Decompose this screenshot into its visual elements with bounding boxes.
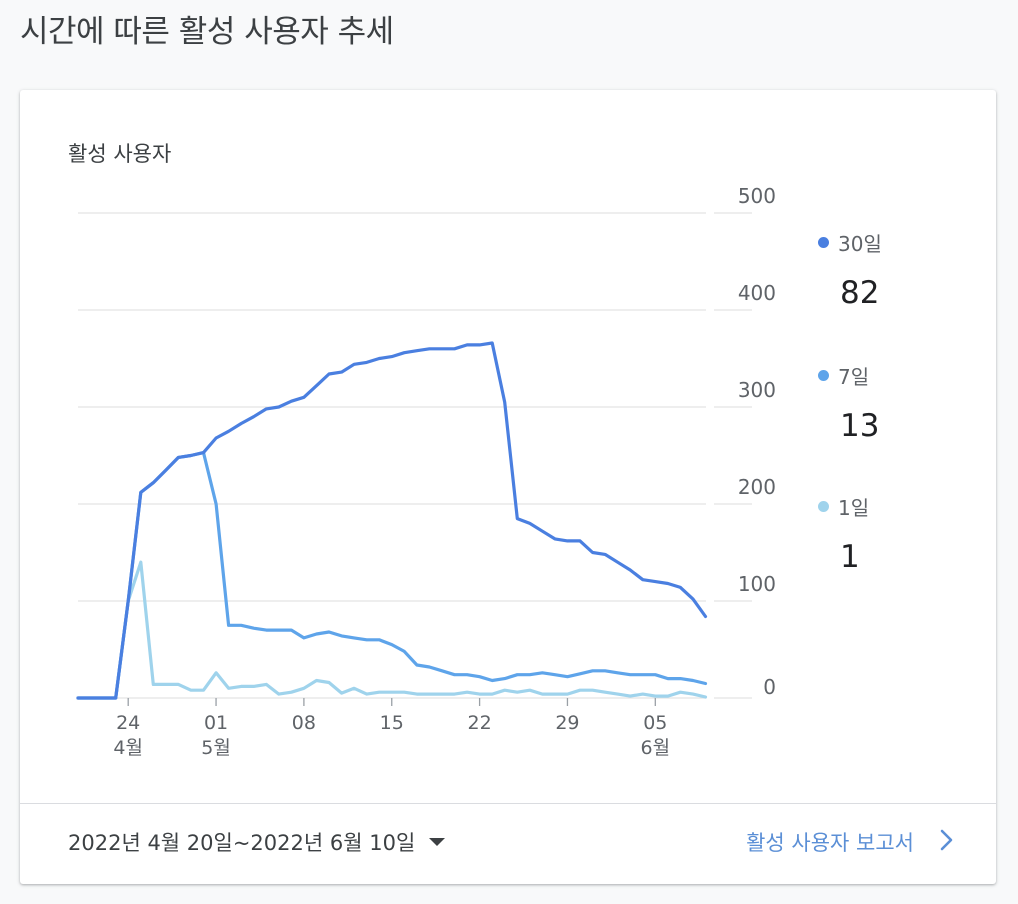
y-tick-label-200: 200 bbox=[738, 475, 776, 499]
x-tick-label-15: 15 bbox=[380, 712, 404, 734]
page-title: 시간에 따른 활성 사용자 추세 bbox=[20, 14, 394, 50]
legend-value-7d: 13 bbox=[840, 408, 880, 444]
y-tick-label-400: 400 bbox=[738, 281, 776, 305]
date-range-selector[interactable]: 2022년 4월 20일~2022년 6월 10일 bbox=[68, 827, 446, 857]
x-month-label-01: 5월 bbox=[201, 737, 231, 759]
y-tick-label-100: 100 bbox=[738, 572, 776, 596]
axis-layer: 0 100 200 300 400 500 24 4월 01 5월 08 15 22 29 05 6월 bbox=[113, 184, 776, 759]
x-tick-label-22: 22 bbox=[468, 712, 492, 734]
x-tick-label-01: 01 bbox=[204, 712, 228, 734]
legend-label-1d: 1일 bbox=[818, 492, 869, 521]
report-link-text: 활성 사용자 보고서 bbox=[746, 831, 914, 855]
active-users-chart[interactable]: 0 100 200 300 400 500 24 4월 01 5월 08 15 22 29 05 6월 bbox=[20, 90, 996, 802]
legend-label-30d: 30일 bbox=[818, 228, 882, 257]
series-line-1일[interactable] bbox=[76, 560, 708, 700]
x-tick-label-29: 29 bbox=[555, 712, 579, 734]
x-tick-label-24: 24 bbox=[116, 712, 140, 734]
x-month-label-05: 6월 bbox=[641, 737, 671, 759]
legend-item-7d[interactable]: 7일 13 bbox=[818, 361, 879, 444]
x-tick-label-08: 08 bbox=[292, 712, 316, 734]
legend-text-7d: 7일 bbox=[838, 365, 870, 389]
legend-text-1d: 1일 bbox=[838, 496, 870, 520]
series-layer bbox=[76, 341, 708, 700]
legend-dot-1d-icon bbox=[818, 501, 829, 512]
y-tick-label-300: 300 bbox=[738, 378, 776, 402]
card-title: 활성 사용자 bbox=[68, 142, 172, 166]
caret-down-icon bbox=[429, 838, 446, 846]
legend-dot-30d-icon bbox=[818, 237, 829, 248]
date-range-text: 2022년 4월 20일~2022년 6월 10일 bbox=[68, 831, 416, 855]
legend-dot-7d-icon bbox=[818, 370, 829, 381]
legend-value-1d: 1 bbox=[840, 539, 860, 575]
x-month-label-24: 4월 bbox=[113, 737, 143, 759]
x-tick-label-05: 05 bbox=[643, 712, 667, 734]
legend-item-30d[interactable]: 30일 82 bbox=[818, 228, 882, 311]
active-users-card: 활성 사용자 0 100 200 300 400 500 24 4월 01 5월 08 15 22 29 0… bbox=[20, 90, 996, 884]
y-tick-label-500: 500 bbox=[738, 184, 776, 208]
card-divider bbox=[20, 803, 996, 804]
y-tick-label-0: 0 bbox=[763, 675, 776, 699]
legend-text-30d: 30일 bbox=[838, 232, 882, 256]
grid-layer bbox=[78, 212, 752, 699]
legend-label-7d: 7일 bbox=[818, 361, 879, 390]
chevron-right-icon bbox=[940, 829, 954, 856]
legend-value-30d: 82 bbox=[840, 275, 880, 311]
active-users-report-link[interactable]: 활성 사용자 보고서 bbox=[746, 827, 954, 857]
legend-item-1d[interactable]: 1일 1 bbox=[818, 492, 869, 575]
series-line-7일[interactable] bbox=[76, 451, 708, 700]
series-line-30일[interactable] bbox=[76, 341, 708, 700]
